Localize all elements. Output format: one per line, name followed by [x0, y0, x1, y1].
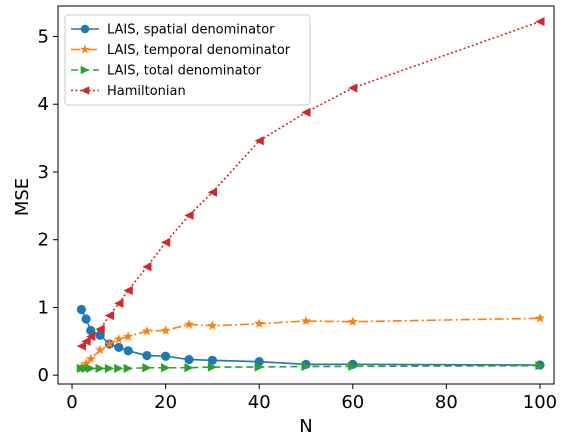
series-3-point — [81, 363, 91, 374]
series-3-point — [114, 363, 124, 374]
series-3-point — [104, 363, 115, 374]
series-1-point — [123, 346, 133, 356]
series-2-point — [254, 318, 265, 328]
series-2-point — [535, 313, 545, 323]
series-3-point — [86, 363, 96, 374]
series-4-point — [535, 16, 545, 27]
legend-marker — [80, 24, 90, 34]
series-1-point — [114, 342, 124, 353]
legend-label: LAIS, total denominator — [107, 64, 262, 79]
legend-marker — [80, 86, 90, 95]
series-4-line — [80, 20, 541, 347]
series-3-point — [76, 363, 86, 374]
legend-item: LAIS, temporal denominator — [71, 43, 291, 58]
series-1-point — [161, 351, 171, 361]
legend: LAIS, spatial denominator LAIS, temporal … — [64, 14, 311, 106]
series-4-point — [123, 285, 133, 296]
y-tick-label: 1 — [38, 297, 49, 318]
series-4-point — [95, 324, 105, 334]
series-1-point — [76, 304, 86, 315]
y-tick-label: 2 — [38, 230, 49, 251]
legend-item: Hamiltonian — [71, 84, 186, 99]
series-4-point — [86, 331, 96, 342]
plot-marks — [76, 16, 545, 374]
series-4-point — [104, 310, 115, 321]
series-1 — [76, 304, 545, 370]
series-1-point — [142, 350, 152, 361]
series-2-point — [301, 315, 311, 326]
series-3 — [76, 361, 545, 374]
series-3-point — [95, 363, 105, 374]
series-2-point — [85, 353, 96, 364]
axes: 0 20 40 60 80 100 0 1 2 3 4 5 — [38, 5, 557, 413]
legend-item: LAIS, spatial denominator — [71, 23, 275, 38]
plot-frame — [57, 5, 555, 385]
series-2-point — [113, 334, 124, 344]
y-tick-label: 5 — [38, 26, 49, 47]
series-1-point — [81, 314, 91, 324]
y-tick-label: 0 — [38, 365, 49, 386]
series-4-point — [207, 187, 218, 197]
x-tick-label: 100 — [523, 392, 557, 413]
y-axis-title: MSE — [12, 178, 33, 216]
series-2-point — [141, 325, 152, 336]
x-tick-label: 40 — [248, 392, 271, 413]
legend-label: LAIS, spatial denominator — [107, 23, 275, 38]
series-2-point — [123, 331, 134, 341]
series-1-point — [207, 355, 218, 365]
series-3-point — [207, 362, 218, 372]
series-4-point — [142, 262, 152, 272]
series-3-point — [161, 363, 171, 373]
series-1-point — [184, 355, 194, 365]
series-3-point — [348, 361, 358, 371]
x-tick-label: 80 — [435, 392, 458, 413]
legend-marker — [80, 44, 90, 54]
series-2-point — [160, 325, 171, 335]
legend-label: LAIS, temporal denominator — [107, 43, 291, 58]
series-2-line — [80, 317, 540, 368]
x-tick-label: 0 — [66, 392, 77, 413]
x-tick-label: 20 — [154, 392, 177, 413]
x-tick-label: 60 — [341, 392, 364, 413]
series-2-point — [347, 316, 358, 326]
series-2-point — [81, 358, 92, 368]
y-tick-label: 4 — [38, 94, 49, 115]
series-2-point — [104, 338, 115, 349]
y-tick-label: 3 — [38, 162, 49, 183]
series-4 — [76, 16, 545, 351]
legend-label: Hamiltonian — [107, 84, 186, 99]
series-2-point — [184, 319, 194, 329]
series-1-point — [95, 330, 105, 340]
series-2-point — [207, 320, 218, 330]
series-4-point — [161, 237, 171, 248]
series-3-point — [123, 363, 133, 374]
x-axis-title: N — [299, 416, 312, 437]
legend-marker — [80, 65, 90, 75]
series-4-point — [76, 341, 86, 351]
series-4-point — [184, 210, 194, 220]
series-4-point — [114, 298, 124, 308]
series-4-point — [301, 107, 311, 117]
legend-item: LAIS, total denominator — [71, 64, 262, 79]
series-1-point — [86, 325, 96, 336]
legend-box — [64, 14, 311, 106]
series-3-point — [535, 361, 545, 371]
series-3-point — [301, 361, 311, 371]
series-2-point — [95, 344, 106, 355]
series-3-point — [254, 362, 264, 372]
series-4-point — [348, 83, 358, 93]
series-4-point — [254, 136, 264, 146]
series-3-point — [184, 363, 194, 373]
series-4-point — [81, 336, 91, 346]
series-2 — [76, 313, 545, 372]
series-3-point — [142, 363, 152, 373]
